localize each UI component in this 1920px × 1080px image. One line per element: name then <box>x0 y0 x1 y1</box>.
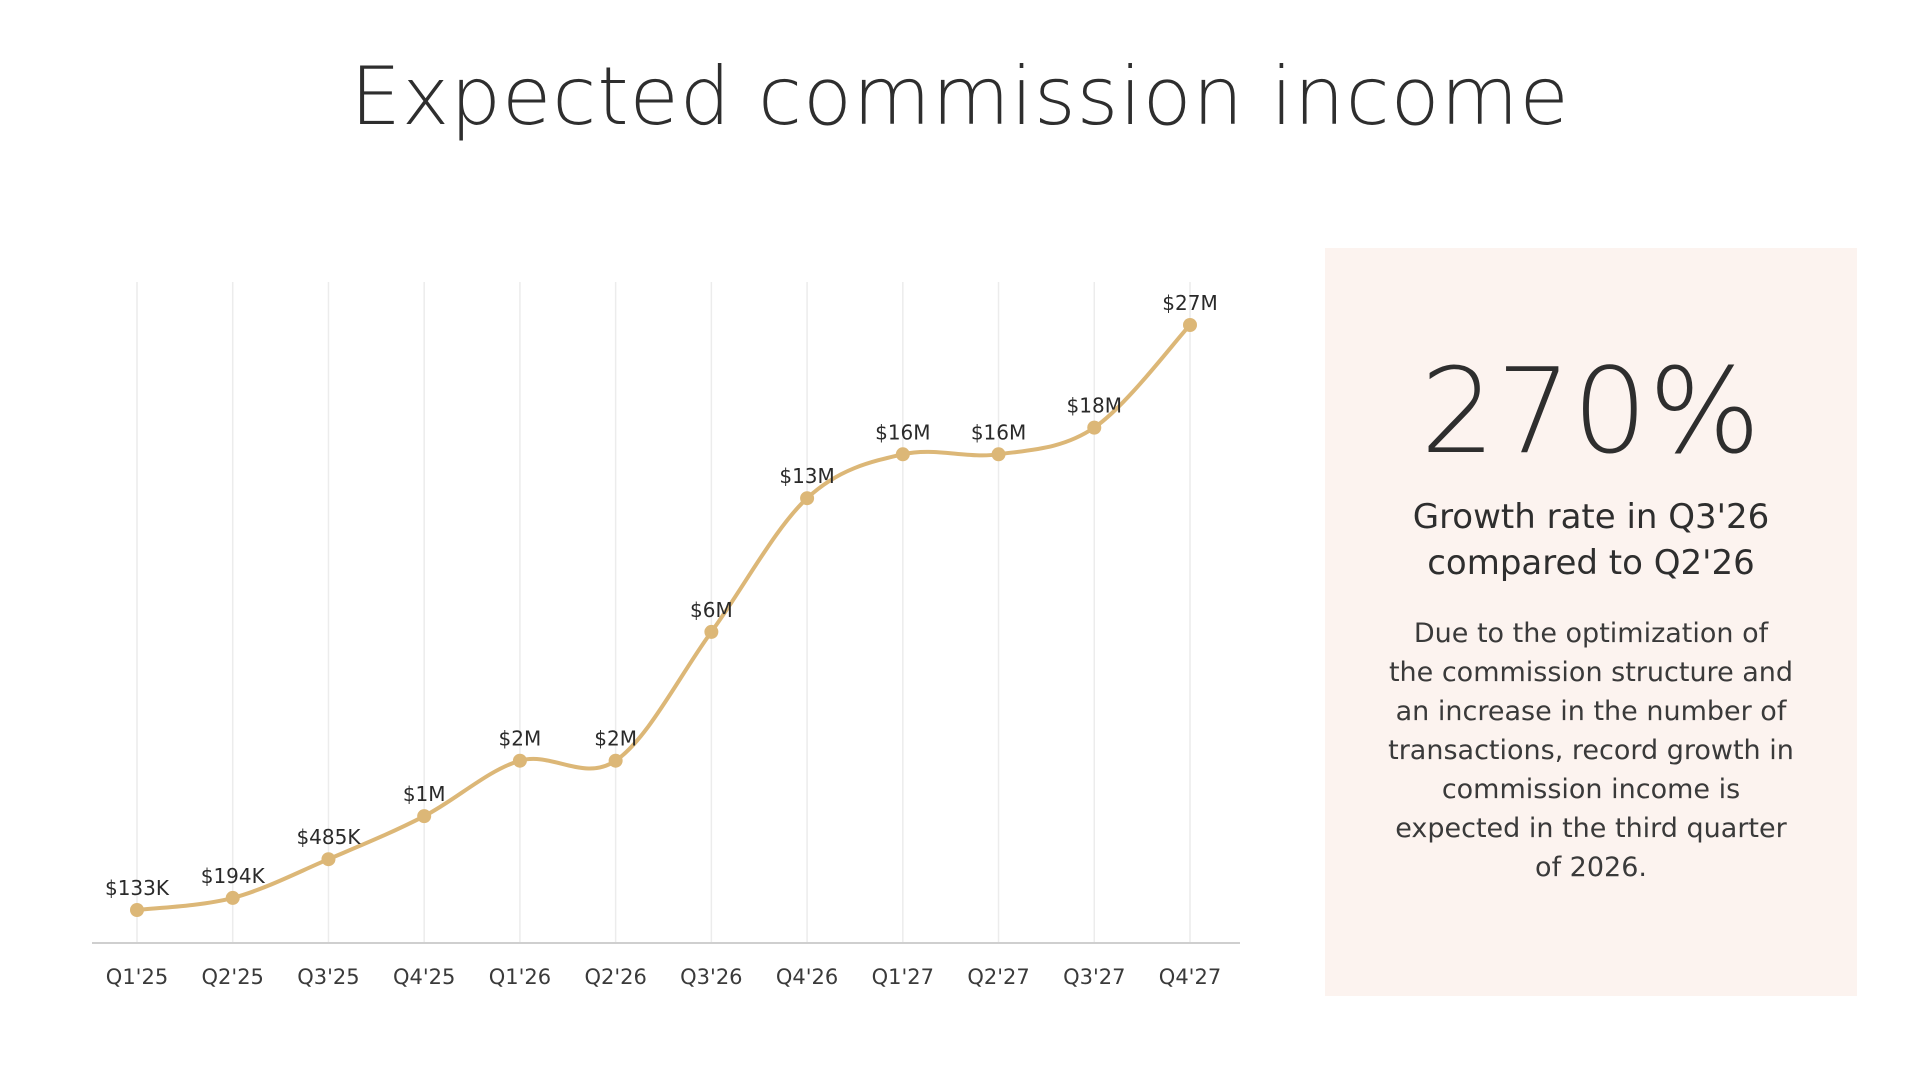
description-line: an increase in the number of <box>1395 696 1787 727</box>
grid-lines <box>136 282 1191 943</box>
growth-rate-heading-line: Growth rate in Q3'26 <box>1412 497 1770 537</box>
data-point <box>1087 420 1102 435</box>
x-tick-label: Q4'27 <box>1159 965 1221 989</box>
x-tick-label: Q4'26 <box>776 965 838 989</box>
data-label: $485K <box>296 825 361 849</box>
data-label: $194K <box>201 864 266 888</box>
data-point <box>895 447 910 462</box>
line-chart: $133K $194K $485K $1M $2M $2M $6M $13M $16M $16M $… <box>80 270 1250 1010</box>
data-label: $1M <box>403 782 446 806</box>
x-tick-label: Q2'25 <box>202 965 264 989</box>
x-tick-label: Q3'25 <box>297 965 359 989</box>
data-label: $18M <box>1067 394 1122 418</box>
data-point <box>225 890 240 905</box>
x-tick-label: Q1'25 <box>106 965 168 989</box>
growth-rate-heading: Growth rate in Q3'26 compared to Q2'26 <box>1365 494 1817 586</box>
x-tick-label: Q2'26 <box>584 965 646 989</box>
data-point <box>608 753 623 768</box>
data-label: $16M <box>875 420 930 444</box>
data-label: $27M <box>1162 291 1217 315</box>
x-tick-label: Q3'26 <box>680 965 742 989</box>
x-tick-label: Q2'27 <box>967 965 1029 989</box>
data-labels: $133K $194K $485K $1M $2M $2M $6M $13M $16M $16M $… <box>105 291 1218 900</box>
data-label: $16M <box>971 420 1026 444</box>
data-point <box>417 809 432 824</box>
data-points <box>130 318 1197 917</box>
data-point <box>991 447 1006 462</box>
description-line: the commission structure and <box>1388 657 1794 688</box>
data-label: $13M <box>779 464 834 488</box>
growth-rate-heading-line: compared to Q2'26 <box>1427 543 1755 583</box>
x-tick-label: Q1'27 <box>872 965 934 989</box>
x-tick-label: Q1'26 <box>489 965 551 989</box>
description-line: expected in the third quarter <box>1395 813 1787 844</box>
data-point <box>704 624 719 639</box>
data-point <box>321 852 336 867</box>
chart-svg: $133K $194K $485K $1M $2M $2M $6M $13M $16M $16M $… <box>92 282 1240 989</box>
x-tick-label: Q4'25 <box>393 965 455 989</box>
description-line: commission income is <box>1441 774 1741 805</box>
data-point <box>130 903 144 917</box>
description-line: Due to the optimization of <box>1413 618 1769 649</box>
growth-rate-value: 270% <box>1420 342 1762 480</box>
x-tick-labels: Q1'25 Q2'25 Q3'25 Q4'25 Q1'26 Q2'26 Q3'26 Q4'26… <box>106 965 1221 989</box>
data-label: $2M <box>594 727 637 751</box>
data-point <box>512 753 527 768</box>
growth-stat-panel: 270% Growth rate in Q3'26 compared to Q2… <box>1325 248 1857 996</box>
data-label: $2M <box>499 727 542 751</box>
description-line: of 2026. <box>1535 852 1647 883</box>
series-line-group <box>135 323 1192 912</box>
series-line <box>135 323 1192 912</box>
growth-rate-description: Due to the optimization of the commissio… <box>1365 614 1817 887</box>
data-point <box>1183 318 1197 332</box>
data-label: $6M <box>690 598 733 622</box>
page-title: Expected commission income <box>350 50 1570 143</box>
x-tick-label: Q3'27 <box>1063 965 1125 989</box>
data-point <box>800 491 815 506</box>
description-line: transactions, record growth in <box>1388 735 1794 766</box>
data-label: $133K <box>105 876 170 900</box>
